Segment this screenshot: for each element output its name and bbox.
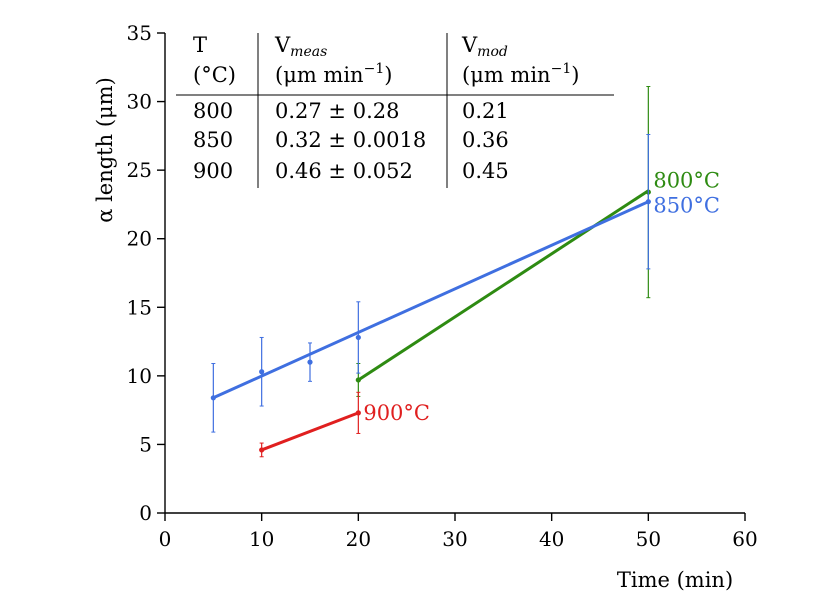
marker bbox=[645, 199, 651, 205]
y-tick-label: 25 bbox=[127, 158, 152, 182]
data-point-900 bbox=[355, 391, 361, 434]
fit-line-850 bbox=[212, 200, 649, 400]
data-point-850 bbox=[645, 133, 651, 270]
x-tick-label: 40 bbox=[539, 527, 564, 551]
y-tick-label: 35 bbox=[127, 21, 152, 45]
series-label-850: 850°C bbox=[653, 194, 720, 218]
fit-line-800 bbox=[357, 189, 650, 382]
table-cell: 0.21 bbox=[462, 99, 509, 123]
x-tick-label: 60 bbox=[732, 527, 757, 551]
x-axis-title: Time (min) bbox=[617, 568, 733, 592]
table-header-unit: (μm min−1) bbox=[275, 61, 392, 87]
table-cell: 0.27 ± 0.28 bbox=[275, 99, 399, 123]
y-axis-title: α length (μm) bbox=[93, 77, 117, 223]
data-point-850 bbox=[355, 301, 361, 374]
data-point-850 bbox=[307, 342, 313, 382]
rate-table: T(°C)Vmeas(μm min−1)Vmod(μm min−1)800 0.2… bbox=[176, 33, 614, 188]
fit-line-900 bbox=[261, 411, 359, 452]
table-cell: 0.46 ± 0.052 bbox=[275, 159, 413, 183]
table-cell: 0.32 ± 0.0018 bbox=[275, 128, 426, 152]
table-cell: 800 bbox=[193, 99, 233, 123]
y-tick-label: 30 bbox=[127, 90, 152, 114]
marker bbox=[355, 377, 361, 383]
series-label-900: 900°C bbox=[363, 401, 430, 425]
marker bbox=[355, 334, 361, 341]
x-tick-label: 50 bbox=[636, 527, 661, 551]
table-header-unit: (μm min−1) bbox=[462, 61, 579, 87]
marker bbox=[307, 359, 313, 365]
data-point-850 bbox=[210, 363, 216, 433]
axes: 0 10 20 30 40 50 60 0 5 10 15 20 25 30 35 Time (min) α l… bbox=[93, 21, 758, 592]
marker bbox=[259, 447, 265, 453]
data-point-900 bbox=[259, 442, 265, 458]
table-cell: 850 bbox=[193, 128, 233, 152]
x-tick-label: 30 bbox=[442, 527, 467, 551]
x-tick-label: 10 bbox=[249, 527, 274, 551]
y-tick-label: 15 bbox=[127, 295, 152, 319]
fit-lines bbox=[212, 189, 650, 452]
x-tick-label: 20 bbox=[346, 527, 371, 551]
table-header-unit: (°C) bbox=[193, 63, 236, 87]
y-tick-label: 0 bbox=[139, 501, 152, 525]
y-tick-label: 20 bbox=[127, 227, 152, 251]
marker bbox=[355, 410, 361, 416]
marker bbox=[210, 395, 216, 401]
table-header: T bbox=[193, 33, 207, 57]
data-point-850 bbox=[259, 336, 265, 407]
series-label-800: 800°C bbox=[653, 169, 720, 193]
table-header: Vmeas bbox=[274, 33, 327, 60]
y-tick-label: 10 bbox=[127, 364, 152, 388]
table-cell: 0.45 bbox=[462, 159, 509, 183]
y-tick-label: 5 bbox=[139, 432, 152, 456]
table-cell: 900 bbox=[193, 159, 233, 183]
marker bbox=[259, 369, 265, 375]
data-points bbox=[210, 85, 651, 458]
table-cell: 0.36 bbox=[462, 128, 509, 152]
x-tick-label: 0 bbox=[159, 527, 172, 551]
table-header: Vmod bbox=[461, 33, 508, 60]
